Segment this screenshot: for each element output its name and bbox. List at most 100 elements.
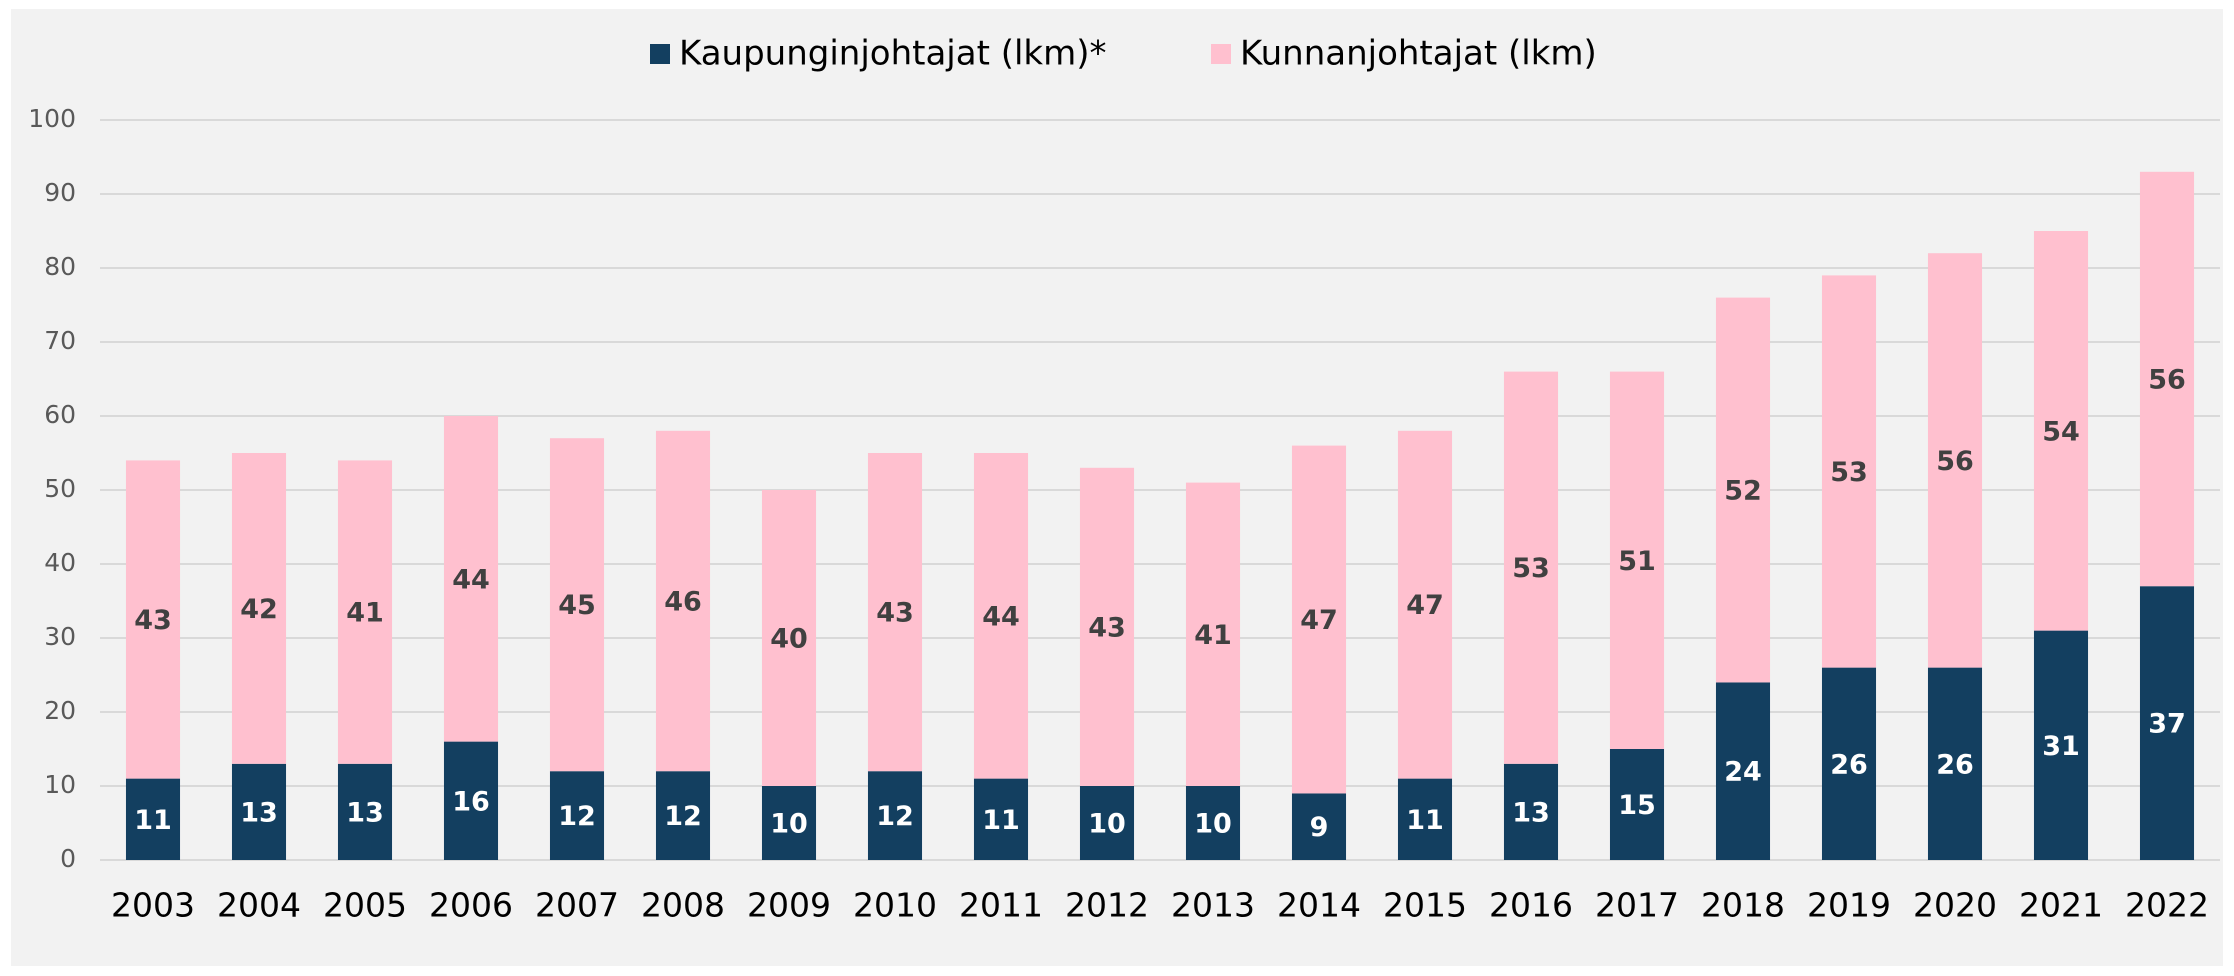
data-label: 40 <box>770 624 808 655</box>
y-tick-label: 10 <box>44 770 76 799</box>
data-label: 16 <box>452 786 490 817</box>
bar-segment <box>1927 253 1983 668</box>
data-label: 51 <box>1618 546 1656 577</box>
bar-segment <box>1291 445 1347 794</box>
data-label: 47 <box>1300 605 1338 636</box>
x-tick-label: 2011 <box>959 886 1043 925</box>
bar-segment <box>1185 786 1241 860</box>
x-tick-label: 2010 <box>853 886 937 925</box>
data-label: 13 <box>240 797 278 828</box>
y-tick-label: 100 <box>28 104 76 133</box>
bar-segment <box>973 453 1029 779</box>
y-tick-label: 0 <box>60 844 76 873</box>
bar-segment <box>1821 275 1877 668</box>
data-label: 42 <box>240 594 278 625</box>
bar-segment <box>1609 371 1665 749</box>
x-tick-label: 2021 <box>2019 886 2103 925</box>
data-label: 43 <box>1088 612 1126 643</box>
bar-segment <box>867 453 923 772</box>
bar-segment <box>549 771 605 860</box>
bar-segment <box>337 460 393 764</box>
bar-segment <box>125 778 181 860</box>
x-tick-label: 2008 <box>641 886 725 925</box>
data-label: 11 <box>134 805 172 836</box>
bar-segment <box>1503 371 1559 764</box>
x-tick-label: 2014 <box>1277 886 1361 925</box>
bar-segment <box>125 460 181 779</box>
bar-segment <box>655 771 711 860</box>
legend-label: Kunnanjohtajat (lkm) <box>1240 34 1597 74</box>
data-label: 26 <box>1830 749 1868 780</box>
data-label: 54 <box>2042 416 2080 447</box>
bar-segment <box>761 490 817 786</box>
x-tick-label: 2015 <box>1383 886 1467 925</box>
x-tick-label: 2013 <box>1171 886 1255 925</box>
data-label: 12 <box>876 801 914 832</box>
data-label: 47 <box>1406 590 1444 621</box>
bar-segment <box>549 438 605 772</box>
x-tick-label: 2018 <box>1701 886 1785 925</box>
bar-segment <box>1715 682 1771 860</box>
bar-segment <box>1397 778 1453 860</box>
data-label: 13 <box>346 797 384 828</box>
data-label: 10 <box>1088 809 1126 840</box>
x-tick-label: 2009 <box>747 886 831 925</box>
bar-segment <box>2033 231 2089 631</box>
bar-segment <box>1609 749 1665 860</box>
bar-segment <box>761 786 817 860</box>
data-label: 37 <box>2148 709 2186 740</box>
data-label: 41 <box>346 598 384 629</box>
data-label: 46 <box>664 587 702 618</box>
bar-segment <box>1185 482 1241 786</box>
legend-swatch <box>1211 44 1231 64</box>
data-label: 43 <box>134 605 172 636</box>
bar-segment <box>2033 630 2089 860</box>
x-tick-label: 2007 <box>535 886 619 925</box>
bar-segment <box>1715 297 1771 683</box>
data-label: 10 <box>1194 809 1232 840</box>
y-tick-label: 90 <box>44 178 76 207</box>
data-label: 53 <box>1830 457 1868 488</box>
x-tick-label: 2006 <box>429 886 513 925</box>
data-label: 45 <box>558 590 596 621</box>
y-tick-label: 40 <box>44 548 76 577</box>
data-label: 52 <box>1724 476 1762 507</box>
data-label: 43 <box>876 598 914 629</box>
x-tick-label: 2019 <box>1807 886 1891 925</box>
bar-segment <box>1397 430 1453 779</box>
data-label: 41 <box>1194 620 1232 651</box>
y-tick-label: 60 <box>44 400 76 429</box>
bar-segment <box>231 763 287 860</box>
data-label: 12 <box>664 801 702 832</box>
x-tick-label: 2004 <box>217 886 301 925</box>
bar-segment <box>973 778 1029 860</box>
data-label: 44 <box>982 601 1020 632</box>
x-tick-label: 2017 <box>1595 886 1679 925</box>
data-label: 11 <box>1406 805 1444 836</box>
legend-label: Kaupunginjohtajat (lkm)* <box>679 34 1107 74</box>
x-tick-label: 2020 <box>1913 886 1997 925</box>
data-label: 11 <box>982 805 1020 836</box>
y-tick-label: 30 <box>44 622 76 651</box>
bar-segment <box>655 430 711 772</box>
data-label: 10 <box>770 809 808 840</box>
bar-segment <box>867 771 923 860</box>
bar-segment <box>337 763 393 860</box>
x-tick-label: 2012 <box>1065 886 1149 925</box>
x-tick-label: 2022 <box>2125 886 2209 925</box>
data-label: 15 <box>1618 790 1656 821</box>
x-tick-label: 2003 <box>111 886 195 925</box>
data-label: 13 <box>1512 797 1550 828</box>
y-tick-label: 80 <box>44 252 76 281</box>
legend-swatch <box>650 44 670 64</box>
data-label: 24 <box>1724 757 1762 788</box>
y-tick-label: 50 <box>44 474 76 503</box>
data-label: 44 <box>452 564 490 595</box>
data-label: 56 <box>2148 365 2186 396</box>
data-label: 9 <box>1310 812 1329 843</box>
bar-segment <box>2139 171 2195 587</box>
bar-segment <box>1079 467 1135 786</box>
y-tick-label: 70 <box>44 326 76 355</box>
x-tick-label: 2016 <box>1489 886 1573 925</box>
data-label: 26 <box>1936 749 1974 780</box>
